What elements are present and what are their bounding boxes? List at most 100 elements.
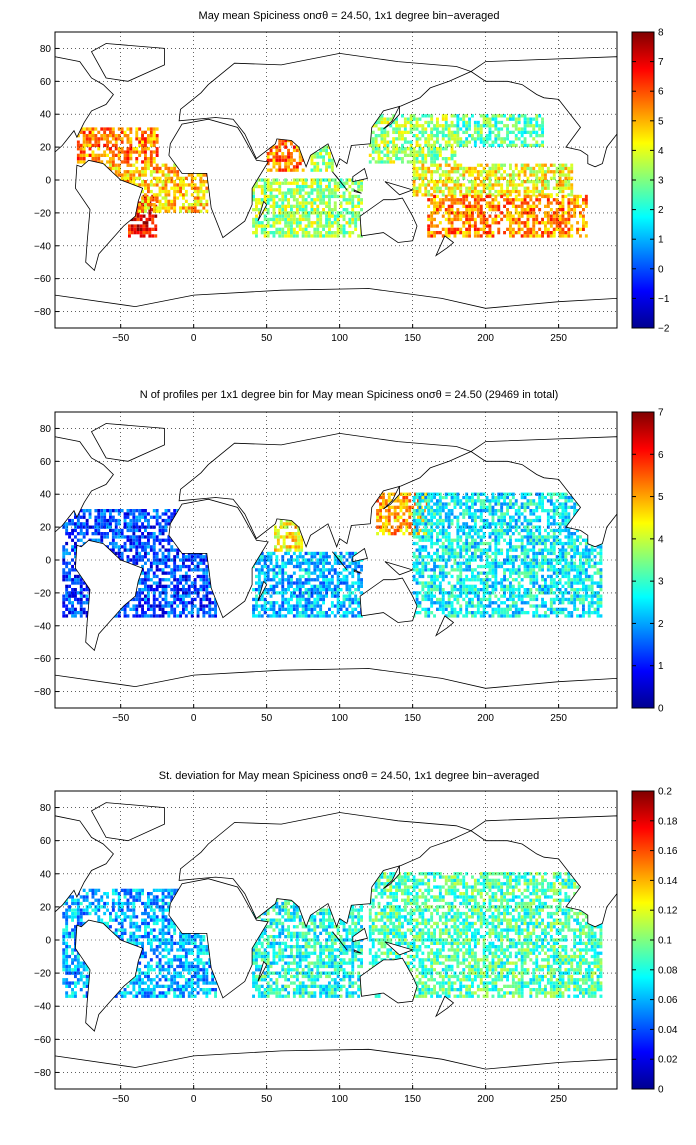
data-cell [325, 221, 328, 224]
data-cell [296, 562, 299, 565]
data-cell [118, 545, 121, 548]
data-cell [430, 509, 433, 512]
data-cell [112, 532, 115, 535]
data-cell [281, 215, 284, 218]
data-cell [424, 535, 427, 538]
data-cell [302, 228, 305, 231]
data-cell [381, 121, 384, 124]
data-cell [328, 178, 331, 181]
data-cell [556, 211, 559, 214]
data-cell [474, 190, 477, 193]
data-cell [421, 588, 424, 591]
data-cell [494, 167, 497, 170]
data-cell [430, 512, 433, 515]
data-cell [132, 519, 135, 522]
data-cell [395, 137, 398, 140]
data-cell [433, 231, 436, 234]
data-cell [138, 539, 141, 542]
data-cell [112, 150, 115, 153]
data-cell [293, 231, 296, 234]
data-cell [524, 173, 527, 176]
data-cell [325, 224, 328, 227]
data-cell [270, 608, 273, 611]
data-cell [402, 512, 405, 515]
data-cell [436, 180, 439, 183]
data-cell [357, 598, 360, 601]
data-cell [115, 144, 118, 147]
data-cell [115, 170, 118, 173]
data-cell [273, 215, 276, 218]
data-cell [124, 542, 127, 545]
data-cell [521, 144, 524, 147]
data-cell [439, 201, 442, 204]
data-cell [302, 598, 305, 601]
data-cell [267, 572, 270, 575]
data-cell [521, 228, 524, 231]
data-cell [208, 614, 211, 617]
data-cell [521, 114, 524, 117]
data-cell [427, 614, 430, 617]
data-cell [165, 539, 168, 542]
data-cell [483, 231, 486, 234]
data-cell [451, 231, 454, 234]
data-cell [351, 581, 354, 584]
data-cell [281, 608, 284, 611]
data-cell [413, 167, 416, 170]
data-cell [480, 190, 483, 193]
data-cell [273, 152, 276, 155]
data-cell [273, 608, 276, 611]
data-cell [468, 167, 471, 170]
data-cell [532, 215, 535, 218]
data-cell [150, 196, 153, 199]
data-cell [176, 196, 179, 199]
data-cell [346, 575, 349, 578]
data-cell [109, 519, 112, 522]
data-cell [436, 549, 439, 552]
data-cell [331, 231, 334, 234]
data-cell [413, 542, 416, 545]
data-cell [407, 147, 410, 150]
data-cell [343, 604, 346, 607]
data-cell [71, 545, 74, 548]
data-cell [538, 190, 541, 193]
data-cell [524, 170, 527, 173]
data-cell [319, 192, 322, 195]
data-cell [529, 195, 532, 198]
data-cell [147, 519, 150, 522]
data-cell [144, 512, 147, 515]
data-cell [162, 203, 165, 206]
data-cell [459, 183, 462, 186]
data-cell [299, 221, 302, 224]
data-cell [459, 218, 462, 221]
data-cell [297, 539, 300, 542]
data-cell [401, 157, 404, 160]
data-cell [424, 190, 427, 193]
data-cell [138, 173, 141, 176]
data-cell [436, 157, 439, 160]
data-cell [468, 180, 471, 183]
data-cell [322, 201, 325, 204]
data-cell [375, 137, 378, 140]
data-cell [182, 206, 185, 209]
data-cell [515, 183, 518, 186]
data-cell [277, 539, 280, 542]
data-cell [427, 141, 430, 144]
data-cell [289, 532, 292, 535]
data-cell [252, 224, 255, 227]
data-cell [383, 118, 386, 121]
data-cell [165, 210, 168, 213]
data-cell [129, 173, 132, 176]
data-cell [419, 118, 422, 121]
data-cell [141, 516, 144, 519]
data-cell [287, 231, 290, 234]
data-cell [559, 180, 562, 183]
data-cell [293, 218, 296, 221]
data-cell [124, 526, 127, 529]
data-cell [547, 183, 550, 186]
data-cell [305, 218, 308, 221]
data-cell [313, 585, 316, 588]
data-cell [416, 572, 419, 575]
data-cell [383, 154, 386, 157]
data-cell [283, 522, 286, 525]
data-cell [200, 588, 203, 591]
